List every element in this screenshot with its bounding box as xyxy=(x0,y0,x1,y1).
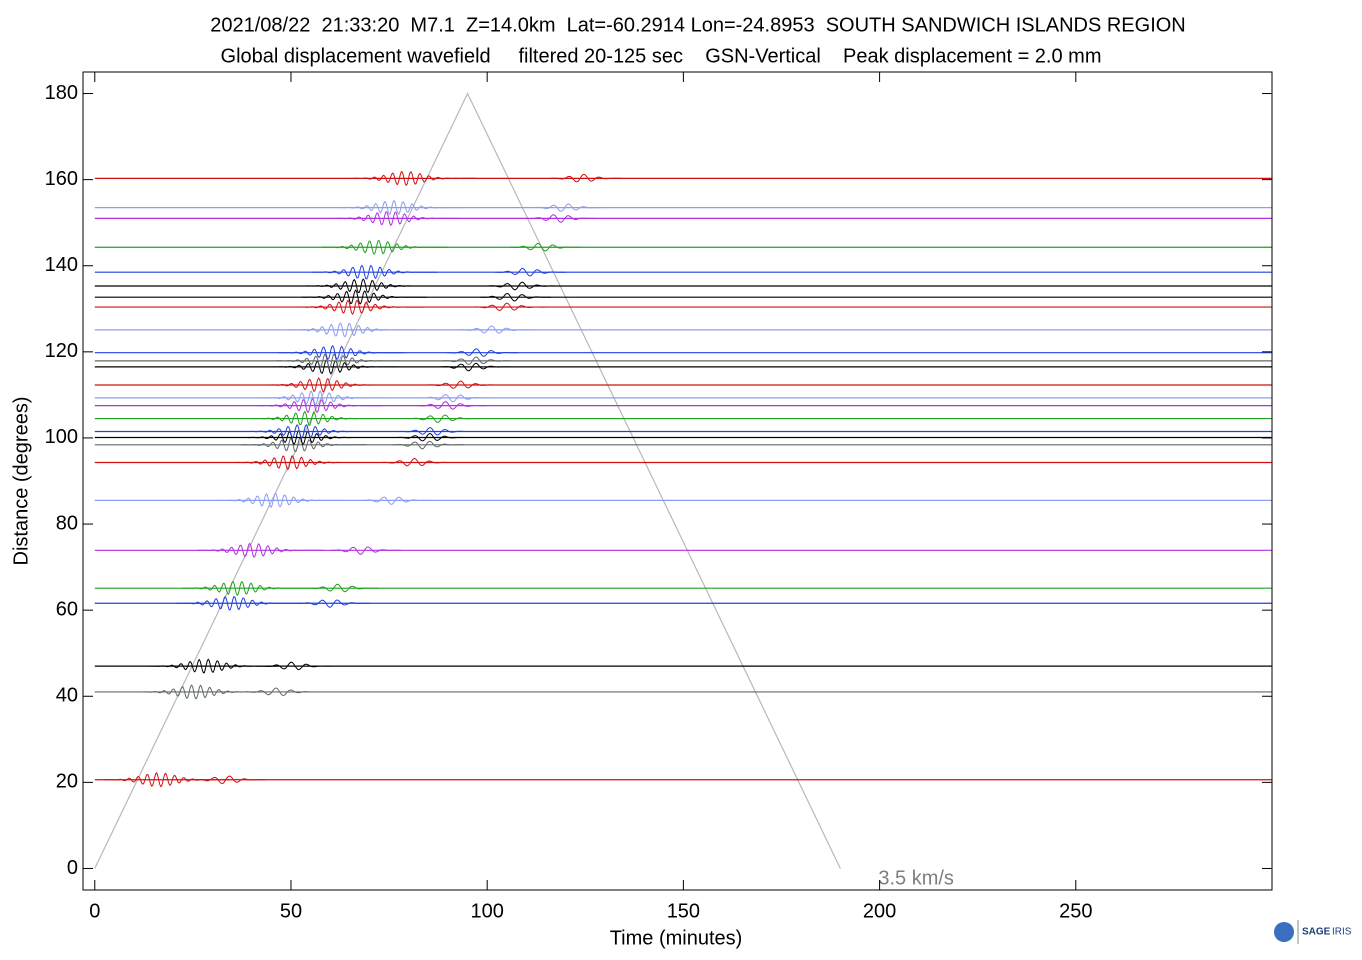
waveform xyxy=(176,595,302,611)
waveform xyxy=(397,433,468,442)
waveform xyxy=(338,199,464,216)
waveform xyxy=(278,344,405,361)
waveform xyxy=(218,492,344,508)
waveform xyxy=(233,455,360,471)
waveform xyxy=(244,430,370,446)
plot-frame xyxy=(82,71,1273,891)
x-tick-label: 250 xyxy=(1059,900,1092,922)
waveform xyxy=(261,661,333,671)
x-tick-label: 0 xyxy=(89,900,100,922)
y-tick-label: 120 xyxy=(45,340,78,362)
waveform xyxy=(288,322,414,338)
waveform xyxy=(495,267,566,277)
waveform xyxy=(474,302,546,311)
waveform xyxy=(408,414,479,424)
waveform xyxy=(416,401,487,410)
x-tick-label: 50 xyxy=(280,900,302,922)
waveform xyxy=(275,353,402,369)
waveform xyxy=(359,496,431,505)
waveform xyxy=(400,427,472,436)
y-tick-label: 160 xyxy=(45,168,78,190)
waveform xyxy=(301,289,428,305)
waveform xyxy=(439,362,510,372)
velocity-label: 3.5 km/s xyxy=(878,867,954,889)
waveform xyxy=(550,173,622,183)
waveform xyxy=(307,583,379,593)
waveform xyxy=(150,658,276,674)
logo-text: SAGE xyxy=(1302,927,1331,938)
waveform xyxy=(330,546,401,555)
y-tick-label: 140 xyxy=(45,254,78,276)
waveform xyxy=(392,440,464,450)
waveform xyxy=(251,410,378,426)
waveform xyxy=(350,171,476,187)
y-tick-label: 180 xyxy=(45,82,78,104)
waveform xyxy=(257,398,383,414)
waveform xyxy=(509,243,581,252)
waveform xyxy=(533,203,604,212)
waveform xyxy=(322,239,448,256)
logo-text: IRIS xyxy=(1332,927,1352,938)
x-axis-label: Time (minutes) xyxy=(610,927,743,949)
waveform xyxy=(306,278,432,294)
x-tick-label: 200 xyxy=(863,900,896,922)
x-tick-label: 150 xyxy=(667,900,700,922)
waveform xyxy=(246,423,373,440)
waveform xyxy=(260,390,386,406)
waveform xyxy=(311,264,438,280)
waveform xyxy=(420,394,492,403)
waveform xyxy=(197,542,324,558)
waveform xyxy=(297,299,424,316)
waveform xyxy=(103,772,230,788)
x-tick-label: 100 xyxy=(470,900,503,922)
y-tick-label: 100 xyxy=(45,426,78,448)
waveform xyxy=(298,599,370,608)
chart-title: 2021/08/22 21:33:20 M7.1 Z=14.0km Lat=-6… xyxy=(210,14,1186,36)
waveform xyxy=(194,775,265,785)
waveform xyxy=(139,684,266,700)
y-tick-label: 0 xyxy=(67,857,78,879)
y-tick-label: 80 xyxy=(56,512,78,534)
waveform xyxy=(447,348,519,357)
waveform xyxy=(246,687,318,696)
y-axis-label: Distance (degrees) xyxy=(10,397,32,566)
waveform xyxy=(382,457,453,467)
waveform xyxy=(527,214,598,223)
y-tick-label: 40 xyxy=(56,685,78,707)
y-tick-label: 20 xyxy=(56,771,78,793)
waveform xyxy=(182,580,308,597)
logo-icon xyxy=(1274,922,1294,942)
waveform xyxy=(265,377,392,393)
waveform xyxy=(241,437,367,453)
waveform xyxy=(428,380,499,389)
waveform xyxy=(480,292,551,302)
waveform xyxy=(442,356,514,365)
waveform xyxy=(460,325,532,334)
y-tick-label: 60 xyxy=(56,598,78,620)
waveform xyxy=(333,211,460,227)
velocity-line xyxy=(94,92,841,869)
waveform xyxy=(487,281,558,291)
chart-subtitle: Global displacement wavefield filtered 2… xyxy=(221,45,1102,67)
